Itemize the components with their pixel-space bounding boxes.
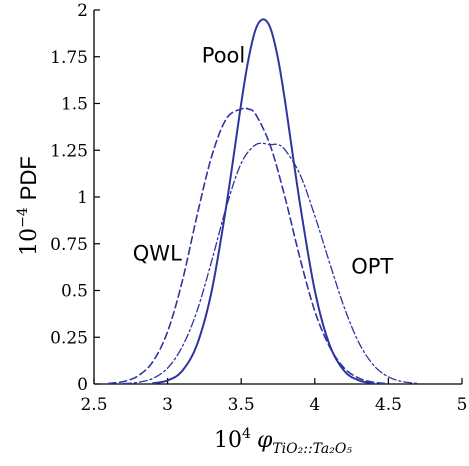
curve-label-pool: Pool: [202, 43, 245, 67]
x-tick-label: 2.5: [80, 395, 107, 415]
x-axis-title-exponent: 4: [242, 426, 251, 442]
curve-label-qwl: QWL: [133, 242, 182, 266]
y-tick-label: 0.75: [50, 235, 88, 255]
curve-annotations: Pool QWL OPT: [133, 43, 394, 278]
x-axis-title-symbol: φ: [257, 428, 273, 453]
y-axis-title: 10−4 PDF: [15, 156, 42, 256]
x-axis-ticks: 2.5 3 3.5 4 4.5 5: [80, 378, 467, 415]
y-tick-label: 1.25: [50, 141, 88, 161]
x-tick-label: 3.5: [228, 395, 255, 415]
y-axis-title-text: PDF: [16, 156, 41, 200]
y-tick-label: 0: [77, 375, 88, 395]
y-axis-title-exponent: −4: [15, 207, 31, 228]
x-tick-label: 4: [309, 395, 320, 415]
x-axis-title: 104 φTiO₂::Ta₂O₅: [214, 426, 352, 457]
x-axis-title-prefix: 10: [214, 428, 242, 453]
y-tick-label: 1: [77, 188, 88, 208]
y-axis-ticks: 0 0.25 0.5 0.75 1 1.25 1.5 1.75 2: [50, 1, 100, 395]
curve-label-opt: OPT: [351, 255, 393, 279]
y-tick-label: 2: [77, 1, 88, 21]
series-curves: [107, 18, 419, 385]
x-tick-label: 4.5: [375, 395, 402, 415]
y-tick-label: 0.5: [61, 282, 88, 302]
series-line-opt: [122, 142, 419, 385]
y-tick-label: 1.75: [50, 48, 88, 68]
x-tick-label: 5: [457, 395, 468, 415]
x-axis-title-subscript: TiO₂::Ta₂O₅: [272, 441, 352, 457]
y-tick-label: 1.5: [61, 95, 88, 115]
x-tick-label: 3: [162, 395, 173, 415]
y-axis-title-prefix: 10: [17, 228, 42, 256]
series-line-qwl: [107, 107, 390, 385]
series-line-pool: [151, 18, 375, 385]
y-tick-label: 0.25: [50, 328, 88, 348]
